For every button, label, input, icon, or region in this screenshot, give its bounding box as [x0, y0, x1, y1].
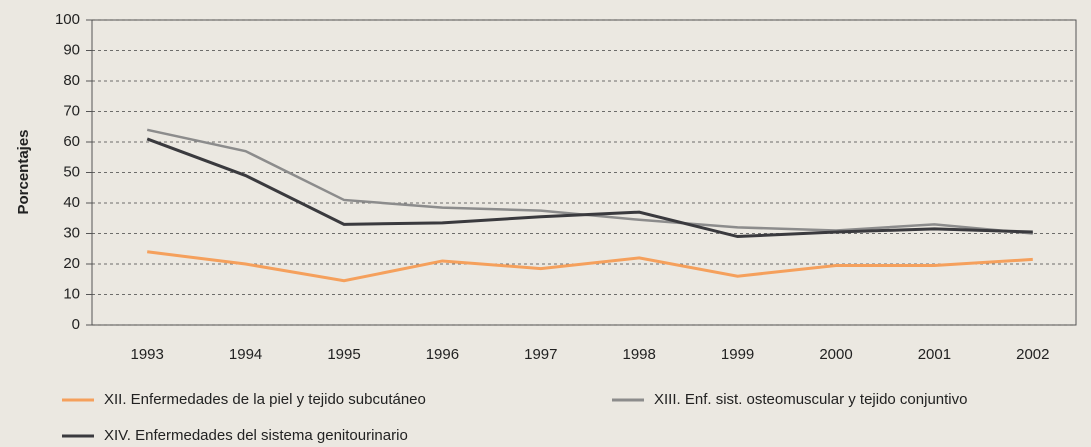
y-tick-label: 0 — [72, 316, 80, 333]
x-tick-label: 1998 — [623, 346, 656, 363]
x-tick-label: 1997 — [524, 346, 557, 363]
x-tick-label: 1995 — [327, 346, 360, 363]
legend-label: XIII. Enf. sist. osteomuscular y tejido … — [654, 391, 967, 408]
x-tick-label: 1994 — [229, 346, 262, 363]
x-tick-label: 2002 — [1016, 346, 1049, 363]
legend-label: XIV. Enfermedades del sistema genitourin… — [104, 427, 408, 444]
x-tick-label: 2001 — [918, 346, 951, 363]
legend-label: XII. Enfermedades de la piel y tejido su… — [104, 391, 426, 408]
y-tick-label: 100 — [55, 11, 80, 28]
y-tick-label: 50 — [63, 163, 80, 180]
y-tick-label: 30 — [63, 224, 80, 241]
y-tick-label: 90 — [63, 41, 80, 58]
x-tick-label: 2000 — [819, 346, 852, 363]
y-tick-label: 80 — [63, 72, 80, 89]
y-tick-label: 70 — [63, 102, 80, 119]
x-tick-label: 1996 — [426, 346, 459, 363]
y-axis-label: Porcentajes — [15, 129, 32, 214]
series-line — [147, 250, 1033, 283]
x-tick-label: 1999 — [721, 346, 754, 363]
y-tick-label: 20 — [63, 255, 80, 272]
y-tick-label: 10 — [63, 285, 80, 302]
series-line — [146, 137, 1033, 239]
y-tick-label: 40 — [63, 194, 80, 211]
x-tick-label: 1993 — [131, 346, 164, 363]
y-tick-label: 60 — [63, 133, 80, 150]
